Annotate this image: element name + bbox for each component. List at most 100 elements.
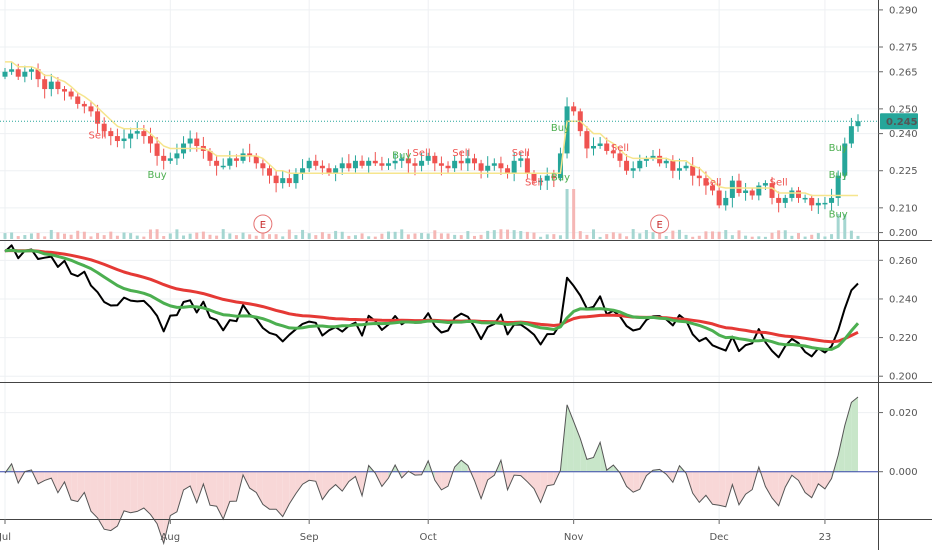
oscillator-fill: [130, 471, 138, 513]
candle-body: [637, 160, 643, 169]
volume-bar: [208, 234, 212, 239]
candle-body: [399, 158, 405, 161]
oscillator-fill: [269, 471, 277, 510]
candle-body: [604, 143, 610, 151]
volume-bar: [155, 229, 159, 239]
candle-body: [809, 197, 815, 206]
oscillator-fill: [71, 471, 78, 502]
candle-body: [736, 180, 742, 193]
volume-bar: [492, 230, 496, 239]
candle-body: [584, 131, 590, 149]
volume-bar: [109, 231, 113, 239]
candle-body: [187, 138, 193, 144]
volume-bar: [294, 235, 298, 239]
volume-bar: [168, 233, 172, 239]
last-price-box: [880, 113, 918, 130]
oscillator-fill: [196, 471, 204, 503]
volume-bar: [466, 231, 470, 239]
candle-body: [147, 136, 153, 144]
candle-body: [339, 163, 345, 169]
volume-bar: [267, 234, 271, 239]
candle-body: [782, 197, 788, 203]
volume-bar: [36, 232, 40, 239]
volume-bar: [63, 233, 67, 239]
volume-bar: [519, 231, 523, 239]
candle-body: [829, 197, 835, 203]
volume-bar: [472, 235, 476, 239]
volume-bar: [638, 233, 642, 239]
time-axis[interactable]: Jul Aug Sep Oct Nov Dec 23: [0, 519, 831, 543]
oscillator-fill: [84, 471, 91, 512]
volume-bar: [393, 231, 397, 239]
volume-bar: [697, 235, 701, 239]
volume-bar: [387, 231, 391, 239]
oscillator-fill: [533, 471, 541, 503]
signal-label: Buy: [829, 143, 848, 154]
volume-bar: [803, 236, 807, 239]
candle-body: [676, 168, 682, 171]
oscillator-fill: [143, 471, 151, 515]
candle-body: [326, 168, 332, 174]
candle-body: [372, 160, 378, 164]
candle-body: [2, 71, 8, 77]
oscillator-fill: [216, 471, 224, 520]
y-tick-label: 0.265: [889, 67, 918, 78]
oscillator-fill: [791, 471, 799, 481]
candle-body: [247, 153, 253, 156]
candle-body: [68, 91, 74, 97]
oscillator-fill: [580, 438, 587, 472]
volume-bar: [96, 233, 100, 239]
earnings-circle: [253, 214, 273, 234]
candle-body: [161, 155, 167, 161]
volume-bar: [129, 233, 133, 239]
oscillator-fill: [110, 471, 118, 531]
candle-body: [280, 178, 286, 184]
candle-body: [95, 111, 101, 124]
volume-bar: [406, 234, 410, 239]
oscillator-fill: [745, 471, 753, 495]
candle-body: [419, 160, 425, 166]
oscillator-fill: [527, 471, 534, 489]
signal-label: Sell: [770, 178, 788, 189]
x-tick-label: Aug: [161, 532, 181, 543]
candle-body: [657, 155, 663, 164]
candle-body: [511, 160, 517, 174]
volume-bar: [115, 235, 119, 239]
earnings-circle: [650, 214, 670, 234]
y-tick-label: 0.275: [889, 43, 918, 54]
candle-body: [273, 175, 279, 184]
oscillator-fill: [540, 471, 548, 503]
volume-bar: [287, 229, 291, 239]
volume-bar: [677, 229, 681, 239]
earnings-label: E: [260, 220, 266, 231]
candle-body: [81, 103, 87, 107]
candle-body: [491, 163, 497, 166]
volume-bar: [182, 235, 186, 239]
volume-bar: [320, 232, 324, 239]
candle-body: [848, 126, 854, 144]
candle-body: [762, 183, 768, 186]
oscillator-fill: [824, 471, 832, 489]
price-axis[interactable]: 0.290 0.275 0.265 0.250 0.240 0.225 0.210 0.200…: [878, 5, 918, 478]
oscillator-fill: [295, 471, 303, 494]
volume-bar: [49, 229, 53, 239]
oscillator-fill: [573, 421, 581, 472]
y-tick-label: 0.240: [889, 129, 918, 140]
candle-body: [756, 185, 762, 196]
candle-body: [359, 160, 365, 166]
candle-body: [366, 160, 372, 166]
candle-body: [591, 145, 597, 149]
oscillator-fill: [137, 471, 144, 512]
volume-bar: [261, 230, 265, 239]
oscillator-fill: [481, 471, 488, 499]
signal-label: Buy: [551, 123, 570, 134]
candle-body: [485, 165, 491, 171]
volume-bar: [790, 235, 794, 239]
candle-body: [710, 185, 716, 191]
oscillator-fill: [772, 471, 779, 506]
candle-body: [696, 175, 702, 179]
candle-body: [524, 158, 530, 174]
volume-bar: [558, 235, 562, 239]
oscillator-fill: [229, 471, 237, 502]
candle-body: [253, 155, 259, 164]
